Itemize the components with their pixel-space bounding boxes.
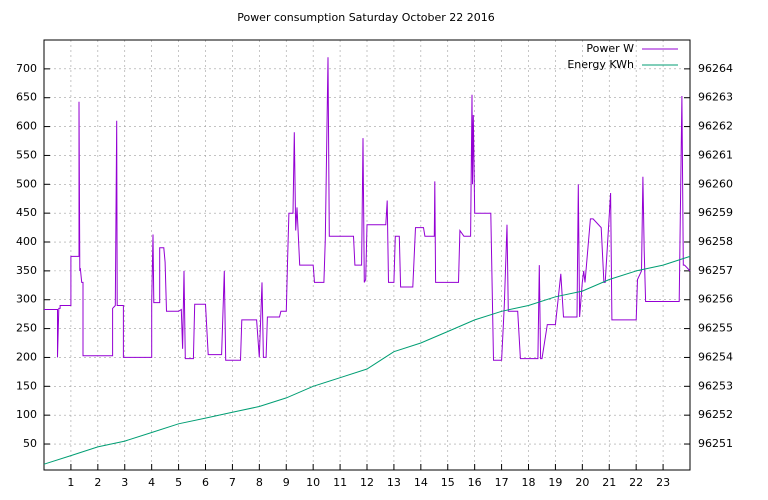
y-tick-label: 300: [16, 293, 37, 306]
x-tick-label: 17: [495, 476, 509, 489]
legend-label: Power W: [586, 42, 634, 55]
y2-tick-label: 96258: [698, 235, 733, 248]
x-tick-label: 19: [548, 476, 562, 489]
y-tick-label: 250: [16, 322, 37, 335]
y2-tick-label: 96254: [698, 350, 733, 363]
x-tick-label: 2: [94, 476, 101, 489]
plot-border: [43, 39, 691, 471]
x-tick-label: 21: [602, 476, 616, 489]
y-tick-label: 600: [16, 120, 37, 133]
x-tick-label: 5: [175, 476, 182, 489]
x-tick-label: 6: [202, 476, 209, 489]
y-tick-label: 100: [16, 408, 37, 421]
chart-title: Power consumption Saturday October 22 20…: [237, 11, 495, 24]
x-tick-label: 7: [229, 476, 236, 489]
y2-tick-label: 96257: [698, 264, 733, 277]
x-tick-label: 14: [414, 476, 428, 489]
x-tick-label: 4: [148, 476, 155, 489]
y2-tick-label: 96253: [698, 379, 733, 392]
x-tick-label: 20: [575, 476, 589, 489]
y2-tick-label: 96264: [698, 62, 733, 75]
y-tick-label: 650: [16, 91, 37, 104]
x-tick-label: 12: [360, 476, 374, 489]
x-tick-label: 11: [333, 476, 347, 489]
y-tick-label: 500: [16, 177, 37, 190]
x-tick-label: 3: [121, 476, 128, 489]
y-tick-label: 50: [23, 437, 37, 450]
y2-tick-label: 96259: [698, 206, 733, 219]
y-tick-label: 400: [16, 235, 37, 248]
x-tick-label: 8: [256, 476, 263, 489]
x-tick-label: 13: [387, 476, 401, 489]
y2-tick-label: 96251: [698, 437, 733, 450]
y2-tick-label: 96252: [698, 408, 733, 421]
y-tick-label: 700: [16, 62, 37, 75]
series-line: [43, 255, 691, 465]
x-tick-label: 9: [283, 476, 290, 489]
y2-tick-label: 96261: [698, 148, 733, 161]
x-tick-label: 16: [468, 476, 482, 489]
y-tick-label: 450: [16, 206, 37, 219]
y-tick-label: 150: [16, 379, 37, 392]
x-tick-label: 18: [522, 476, 536, 489]
y2-tick-label: 96260: [698, 177, 733, 190]
y-tick-label: 350: [16, 264, 37, 277]
x-tick-label: 15: [441, 476, 455, 489]
y2-tick-label: 96263: [698, 91, 733, 104]
legend-label: Energy KWh: [567, 58, 634, 71]
y-tick-label: 200: [16, 350, 37, 363]
x-tick-label: 10: [306, 476, 320, 489]
y2-tick-label: 96262: [698, 120, 733, 133]
series-line: [44, 57, 691, 361]
x-tick-label: 1: [67, 476, 74, 489]
x-tick-label: 22: [629, 476, 643, 489]
y-tick-label: 550: [16, 148, 37, 161]
x-tick-label: 23: [656, 476, 670, 489]
y2-tick-label: 96255: [698, 322, 733, 335]
y2-tick-label: 96256: [698, 293, 733, 306]
